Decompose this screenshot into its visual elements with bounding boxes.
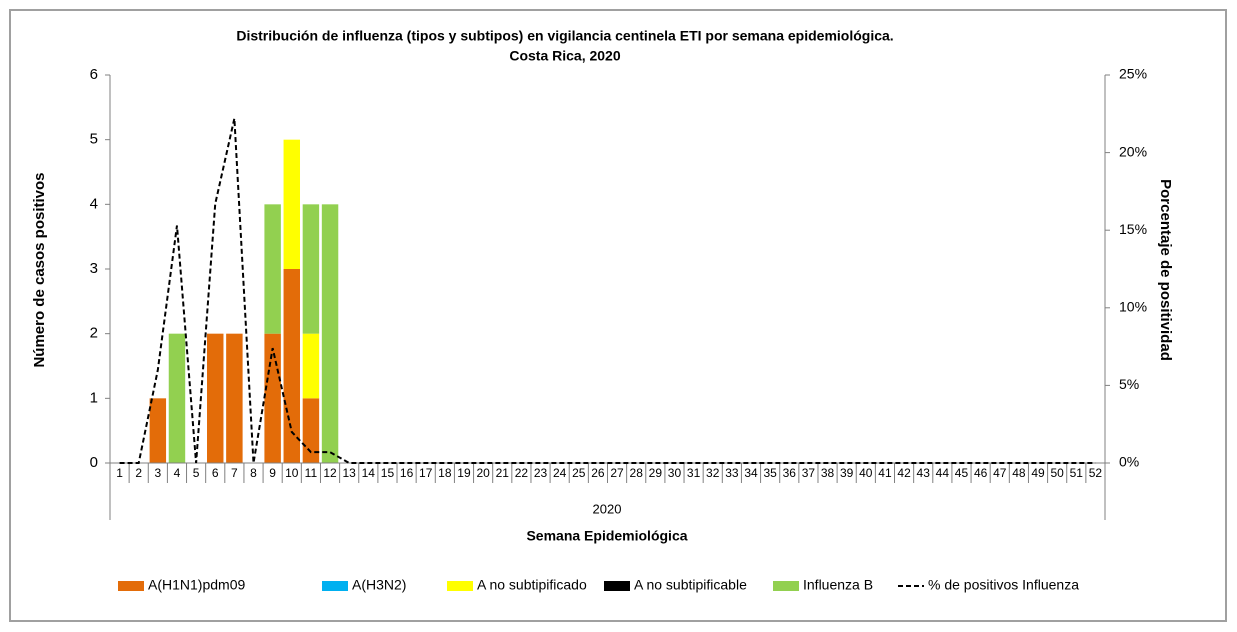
x-tick-label: 11 bbox=[305, 466, 318, 480]
x-tick-label: 14 bbox=[362, 466, 376, 480]
x-tick-label: 49 bbox=[1031, 466, 1045, 480]
x-tick-label: 13 bbox=[343, 466, 357, 480]
x-tick-label: 40 bbox=[859, 466, 873, 480]
x-tick-label: 34 bbox=[744, 466, 758, 480]
bar bbox=[264, 204, 281, 334]
x-tick-label: 47 bbox=[993, 466, 1007, 480]
y2-tick-label: 5% bbox=[1119, 376, 1139, 392]
bar bbox=[302, 333, 320, 399]
x-tick-label: 27 bbox=[610, 466, 624, 480]
x-axis-title: Semana Epidemiológica bbox=[526, 528, 687, 544]
y-tick-label: 6 bbox=[90, 66, 98, 83]
x-tick-label: 41 bbox=[878, 466, 892, 480]
x-tick-label: 18 bbox=[438, 466, 452, 480]
x-tick-label: 12 bbox=[323, 466, 337, 480]
legend-label: % de positivos Influenza bbox=[928, 577, 1079, 593]
chart-subtitle: Costa Rica, 2020 bbox=[509, 48, 620, 64]
bar bbox=[149, 398, 167, 463]
y2-axis-title: Porcentaje de positividad bbox=[1157, 179, 1174, 361]
chart-title: Distribución de influenza (tipos y subti… bbox=[236, 28, 893, 44]
x-tick-label: 35 bbox=[763, 466, 777, 480]
legend-label: A(H1N1)pdm09 bbox=[148, 577, 245, 593]
x-tick-label: 31 bbox=[687, 466, 701, 480]
x-tick-label: 6 bbox=[212, 466, 219, 480]
x-tick-label: 26 bbox=[591, 466, 605, 480]
x-tick-label: 29 bbox=[649, 466, 663, 480]
y2-tick-label: 10% bbox=[1119, 299, 1147, 315]
x-tick-label: 2 bbox=[135, 466, 142, 480]
legend-label: A no subtipificable bbox=[634, 577, 747, 593]
x-tick-label: 50 bbox=[1050, 466, 1064, 480]
x-tick-label: 44 bbox=[936, 466, 950, 480]
bar bbox=[207, 333, 224, 463]
x-tick-label: 43 bbox=[917, 466, 931, 480]
chart-frame bbox=[9, 9, 1227, 622]
bar bbox=[302, 398, 320, 463]
x-tick-label: 7 bbox=[231, 466, 238, 480]
x-tick-label: 28 bbox=[630, 466, 644, 480]
y2-tick-label: 25% bbox=[1119, 66, 1147, 82]
bar bbox=[283, 269, 301, 463]
y-axis-title: Número de casos positivos bbox=[31, 172, 48, 367]
x-tick-label: 10 bbox=[285, 466, 299, 480]
y2-tick-label: 0% bbox=[1119, 454, 1139, 470]
y-tick-label: 2 bbox=[90, 325, 98, 342]
legend-swatch bbox=[447, 581, 473, 591]
y-tick-label: 1 bbox=[90, 389, 98, 406]
x-tick-label: 36 bbox=[783, 466, 797, 480]
x-tick-label: 37 bbox=[802, 466, 816, 480]
y-tick-label: 0 bbox=[90, 454, 98, 471]
x-tick-label: 38 bbox=[821, 466, 835, 480]
x-tick-label: 3 bbox=[154, 466, 161, 480]
bar bbox=[226, 333, 243, 463]
x-tick-label: 51 bbox=[1070, 466, 1084, 480]
y-tick-label: 4 bbox=[90, 195, 98, 212]
x-tick-label: 32 bbox=[706, 466, 720, 480]
x-tick-label: 48 bbox=[1012, 466, 1026, 480]
x-tick-label: 15 bbox=[381, 466, 395, 480]
legend-swatch bbox=[773, 581, 799, 591]
x-tick-label: 25 bbox=[572, 466, 586, 480]
x-group-label: 2020 bbox=[593, 501, 622, 516]
legend-swatch bbox=[604, 581, 630, 591]
bar bbox=[283, 139, 301, 269]
line-series bbox=[119, 118, 1096, 464]
legend-label: Influenza B bbox=[803, 577, 873, 593]
x-tick-label: 4 bbox=[174, 466, 181, 480]
x-tick-label: 16 bbox=[400, 466, 414, 480]
y-tick-label: 3 bbox=[90, 260, 98, 277]
x-tick-label: 22 bbox=[515, 466, 529, 480]
x-tick-label: 45 bbox=[955, 466, 969, 480]
x-tick-label: 5 bbox=[193, 466, 200, 480]
x-tick-label: 1 bbox=[116, 466, 123, 480]
x-tick-label: 33 bbox=[725, 466, 739, 480]
legend-label: A(H3N2) bbox=[352, 577, 406, 593]
x-tick-label: 30 bbox=[668, 466, 682, 480]
y-tick-label: 5 bbox=[90, 131, 98, 148]
x-tick-label: 9 bbox=[269, 466, 276, 480]
legend-label: A no subtipificado bbox=[477, 577, 587, 593]
y2-tick-label: 15% bbox=[1119, 221, 1147, 237]
x-tick-label: 20 bbox=[476, 466, 490, 480]
bar bbox=[302, 204, 320, 334]
bar bbox=[168, 333, 186, 463]
x-tick-label: 8 bbox=[250, 466, 257, 480]
x-tick-label: 42 bbox=[897, 466, 911, 480]
x-tick-label: 19 bbox=[457, 466, 471, 480]
x-tick-label: 52 bbox=[1089, 466, 1103, 480]
x-tick-label: 17 bbox=[419, 466, 433, 480]
x-tick-label: 21 bbox=[496, 466, 510, 480]
x-tick-label: 46 bbox=[974, 466, 988, 480]
bar bbox=[321, 204, 339, 464]
legend-swatch bbox=[118, 581, 144, 591]
x-tick-label: 39 bbox=[840, 466, 854, 480]
legend-swatch bbox=[322, 581, 348, 591]
y2-tick-label: 20% bbox=[1119, 143, 1147, 159]
x-tick-label: 23 bbox=[534, 466, 548, 480]
bar bbox=[264, 333, 281, 463]
x-tick-label: 24 bbox=[553, 466, 567, 480]
